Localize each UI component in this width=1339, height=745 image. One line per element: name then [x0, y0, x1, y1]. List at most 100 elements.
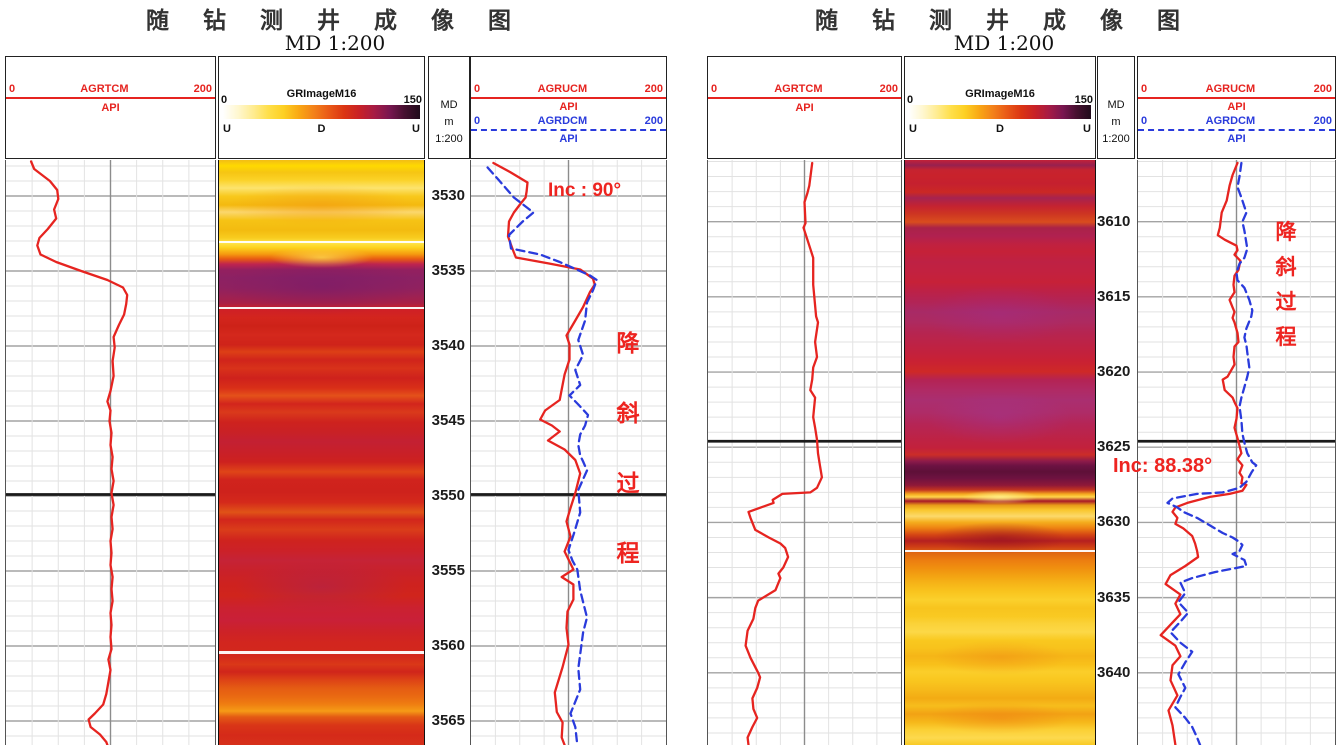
agrucm-style-line	[1138, 97, 1335, 99]
descent-process-annotation: 降斜过程	[604, 308, 652, 588]
dual-curve-header: 0 AGRUCM 200 API 0 AGRDCM 200 API	[1137, 56, 1336, 159]
gr-scale-min: 0	[9, 83, 16, 95]
image-scale-max: 150	[403, 94, 422, 106]
agrdcm-min: 0	[474, 115, 481, 127]
depth-label: 3640	[1097, 663, 1131, 681]
depth-label: 3530	[431, 187, 465, 204]
image-orient-mid: D	[317, 123, 326, 135]
image-scale-min: 0	[221, 94, 228, 106]
process-char: 降	[616, 330, 640, 356]
image-orient-mid: D	[996, 123, 1004, 135]
gr-scale-max: 200	[879, 83, 898, 95]
depth-label: 3610	[1097, 212, 1131, 230]
image-white-line	[219, 240, 424, 244]
agrucm-min: 0	[1141, 83, 1148, 95]
depth-label: 3555	[431, 562, 465, 579]
process-char: 过	[616, 470, 640, 496]
depth-label: 3545	[431, 412, 465, 429]
depth-label: 3630	[1097, 513, 1131, 531]
gr-unit: API	[795, 102, 814, 114]
gr-curve-style-line	[6, 97, 215, 99]
image-name: GRImageM16	[286, 88, 357, 100]
agrdcm-style-line	[471, 129, 666, 131]
image-orient-right: U	[1083, 123, 1091, 135]
agrucm-unit: API	[1227, 101, 1246, 113]
depth-label: 3565	[431, 712, 465, 729]
depth-header-scale: 1:200	[1102, 133, 1130, 145]
image-orient-left: U	[223, 123, 231, 135]
log-panel-right: 随 钻 测 井 成 像 图 MD 1:200 0 AGRTCM 200 API …	[669, 0, 1339, 745]
depth-header-unit: m	[1111, 116, 1121, 128]
image-orient-right: U	[412, 123, 420, 135]
agrucm-max: 200	[644, 83, 663, 95]
depth-label: 3550	[431, 487, 465, 504]
depth-scale-label: MD 1:200	[284, 31, 386, 55]
process-char: 程	[616, 540, 640, 566]
agrdcm-max: 200	[1313, 115, 1332, 127]
gr-curve-header: 0 AGRTCM 200 API	[707, 56, 902, 159]
panel-title: 随 钻 测 井 成 像 图	[814, 8, 1194, 34]
gr-image-track	[218, 160, 425, 745]
image-track-header: GRImageM16 0 150 U D U	[218, 56, 425, 159]
gr-curve-track	[707, 160, 902, 745]
agrucm-name: AGRUCM	[537, 83, 588, 95]
gr-curve-name: AGRTCM	[774, 83, 823, 95]
gr-curve-name: AGRTCM	[80, 83, 129, 95]
agrdcm-unit: API	[559, 133, 578, 145]
agrdcm-min: 0	[1141, 115, 1148, 127]
depth-label: 3535	[431, 262, 465, 279]
image-colorbar	[909, 105, 1091, 119]
descent-process-annotation: 降斜过程	[1262, 215, 1310, 355]
image-track-header: GRImageM16 0 150 U D U	[904, 56, 1096, 159]
depth-track-header: MD m 1:200	[428, 56, 470, 159]
agrucm-unit: API	[559, 101, 578, 113]
depth-track: 3610 3615 3620 3625 3630 3635 3640	[1097, 160, 1135, 745]
depth-header-unit: m	[444, 116, 454, 128]
depth-label: 3635	[1097, 588, 1131, 606]
process-char: 斜	[1275, 256, 1297, 279]
gr-scale-max: 200	[193, 83, 212, 95]
gr-image-heatmap	[219, 160, 424, 745]
inclination-annotation: Inc: 88.38°	[1113, 455, 1213, 477]
image-name: GRImageM16	[965, 88, 1035, 100]
dual-curve-header: 0 AGRUCM 200 API 0 AGRDCM 200 API	[470, 56, 667, 159]
depth-track-header: MD m 1:200	[1097, 56, 1135, 159]
dual-curve-track	[470, 160, 667, 745]
image-scale-min: 0	[907, 94, 914, 106]
agrucm-min: 0	[474, 83, 481, 95]
depth-label: 3625	[1097, 438, 1131, 456]
gr-unit: API	[101, 102, 120, 114]
depth-header-scale: 1:200	[435, 133, 463, 145]
depth-track: 3530 3535 3540 3545 3550 3555 3560 3565	[428, 160, 470, 745]
gr-image-track	[904, 160, 1096, 745]
panel-title: 随 钻 测 井 成 像 图	[145, 8, 525, 34]
agrdcm-name: AGRDCM	[1205, 115, 1256, 127]
log-panel-left: 随 钻 测 井 成 像 图 MD 1:200 0 AGRTCM 200 API …	[5, 8, 667, 745]
depth-header-md: MD	[1107, 99, 1125, 111]
agrdcm-unit: API	[1227, 133, 1246, 145]
process-char: 降	[1275, 221, 1297, 244]
depth-header-md: MD	[440, 99, 458, 111]
image-white-line	[905, 549, 1095, 553]
depth-label: 3615	[1097, 287, 1131, 305]
gr-scale-min: 0	[711, 83, 718, 95]
depth-label: 3620	[1097, 363, 1131, 381]
depth-scale-label: MD 1:200	[953, 31, 1055, 55]
depth-label: 3560	[431, 637, 465, 654]
image-white-line	[219, 306, 424, 310]
process-char: 程	[1275, 326, 1297, 349]
process-char: 斜	[616, 400, 640, 426]
dual-curve-track	[1137, 160, 1336, 745]
agrdcm-style-line	[1138, 129, 1335, 131]
agrucm-name: AGRUCM	[1205, 83, 1256, 95]
inclination-annotation: Inc : 90°	[548, 180, 622, 201]
agrucm-style-line	[471, 97, 666, 99]
image-scale-max: 150	[1074, 94, 1093, 106]
gr-curve-track	[5, 160, 216, 745]
image-orient-left: U	[909, 123, 917, 135]
agrdcm-name: AGRDCM	[537, 115, 588, 127]
gr-image-heatmap	[905, 160, 1095, 745]
gr-curve-style-line	[708, 97, 901, 99]
agrdcm-max: 200	[644, 115, 663, 127]
